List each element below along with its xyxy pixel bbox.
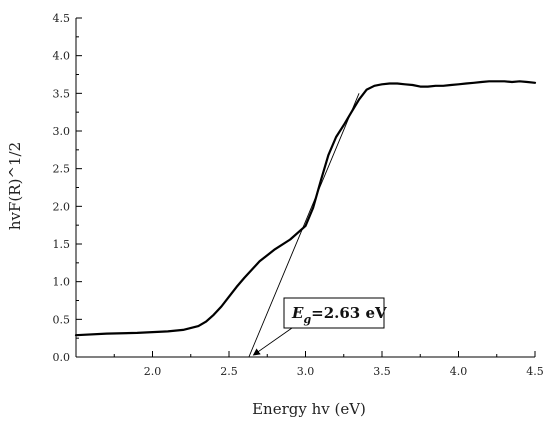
series-line (74, 80, 537, 337)
annotation-arrow (252, 327, 293, 356)
y-tick-label: 0.5 (53, 313, 71, 326)
annotation-layer: Eg=2.63 eV (252, 297, 387, 356)
y-tick-label: 1.0 (53, 276, 71, 289)
x-tick-label: 4.5 (526, 365, 544, 378)
annotation-subscript: g (303, 313, 311, 326)
x-tick-label: 2.0 (144, 365, 162, 378)
annotation-box (283, 297, 385, 329)
x-tick-label: 4.0 (450, 365, 468, 378)
y-tick-label: 1.5 (53, 238, 71, 251)
x-tick-label: 3.0 (297, 365, 315, 378)
y-tick-label: 4.0 (53, 50, 71, 63)
y-tick-label: 2.5 (53, 163, 71, 176)
x-tick-label: 2.5 (220, 365, 238, 378)
y-axis-title: hvF(R)^1/2 (6, 142, 24, 230)
y-tick-label: 4.5 (53, 12, 71, 25)
y-tick-label: 3.0 (53, 125, 71, 138)
annotation-symbol: E (291, 304, 304, 322)
y-tick-label: 2.0 (53, 200, 71, 213)
y-tick-label: 0.0 (53, 351, 71, 364)
x-axis-title: Energy hv (eV) (252, 400, 366, 418)
tangent-line (248, 93, 360, 358)
y-tick-label: 3.5 (53, 87, 71, 100)
x-tick-label: 3.5 (373, 365, 391, 378)
annotation-value: =2.63 eV (311, 304, 387, 322)
ticks-layer: 2.0 2.5 3.0 3.5 4.0 4.5 0.0 0.5 1.0 1.5 2.0 2.5 3.0 3… (53, 12, 544, 378)
annotation-label: Eg=2.63 eV (291, 304, 387, 326)
data-layer (74, 80, 537, 358)
